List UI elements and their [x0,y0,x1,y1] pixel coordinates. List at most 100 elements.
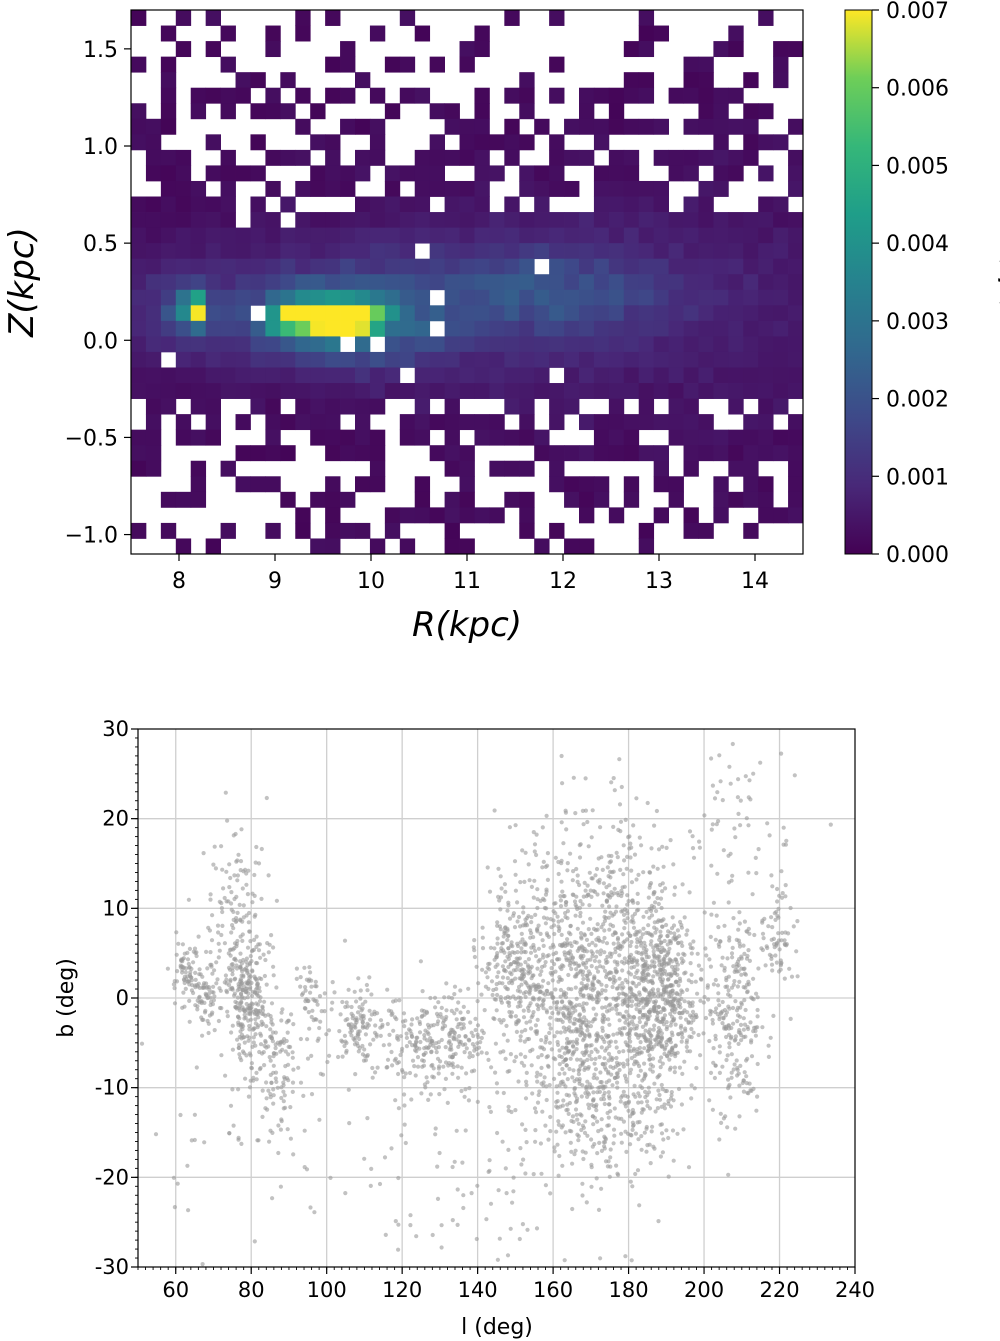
heatmap-cell [384,103,401,120]
scatter-point [561,964,566,969]
scatter-point [508,970,513,975]
scatter-point [679,996,684,1002]
scatter-point [632,1083,637,1088]
scatter-point [735,959,741,964]
scatter-point [421,1058,426,1064]
scatter-point [636,1091,641,1096]
scatter-point [643,1089,648,1094]
heatmap-cell [459,227,475,244]
scatter-point [463,1087,468,1092]
scatter-point [247,960,252,966]
scatter-point [607,970,613,975]
heatmap-cell [220,212,236,228]
scatter-point [774,943,779,948]
scatter-point [717,753,722,758]
scatter-point [214,960,219,965]
heatmap-cell [444,320,460,337]
scatter-point [230,1087,235,1092]
scatter-point [571,869,576,874]
heatmap-cell [519,243,535,260]
scatter-point [584,937,590,943]
scatter-point [575,1117,580,1122]
heatmap-cell [131,429,147,446]
colorbar-tick-label: 0.005 [886,154,949,179]
scatter-point [664,1088,670,1094]
scatter-point [599,1080,604,1085]
scatter-point [516,914,522,920]
scatter-point [200,1262,205,1267]
heatmap-cell [384,258,401,275]
scatter-point [492,997,497,1002]
scatter-point [586,892,591,898]
heatmap-cell [698,445,714,462]
scatter-x-tick-label: 160 [533,1278,573,1302]
scatter-point [271,945,276,950]
heatmap-cell [145,274,162,291]
heatmap-cell [668,212,684,228]
scatter-point [657,976,663,982]
scatter-point [506,1000,512,1005]
heatmap-cell [190,103,207,120]
heatmap-cell [773,320,789,337]
heatmap-cell [340,180,356,197]
heatmap-cell [295,87,311,104]
heatmap-cell [519,351,535,368]
scatter-point [727,938,732,943]
heatmap-cell [160,165,177,182]
scatter-point [229,890,234,895]
scatter-point [419,1091,424,1096]
scatter-point [696,1032,701,1038]
scatter-point [239,981,245,986]
heatmap-cell [444,538,460,555]
scatter-point [538,931,543,937]
heatmap-cell [653,507,669,524]
scatter-point [401,1011,407,1016]
scatter-point [755,1025,760,1030]
heatmap-cell [369,398,386,415]
scatter-point [602,950,607,955]
scatter-point [511,1175,516,1180]
scatter-point [664,845,669,851]
scatter-point [444,981,449,986]
heatmap-cell [444,414,460,431]
scatter-point [623,993,629,998]
scatter-point [551,1056,556,1061]
scatter-point [585,819,590,825]
scatter-point [728,851,733,856]
scatter-point [611,941,616,946]
heatmap-cell [504,134,520,151]
heatmap-cell [145,336,162,353]
scatter-point [730,741,735,747]
scatter-point [615,1071,620,1076]
heatmap-cell [623,274,640,291]
scatter-point [232,993,237,998]
scatter-point [559,1080,564,1085]
scatter-point [573,811,578,816]
scatter-point [428,1092,433,1097]
scatter-point [675,941,681,946]
scatter-point [535,929,540,934]
heatmap-cell [683,367,699,384]
scatter-point [554,1099,559,1105]
heatmap-cell [608,196,625,213]
scatter-point [651,905,657,910]
scatter-point [204,981,209,986]
heatmap-cell [131,212,147,228]
scatter-point [656,1004,662,1009]
scatter-point [738,823,743,828]
scatter-point [457,1034,462,1039]
scatter-point [632,974,637,980]
heatmap-cell [564,118,580,135]
heatmap-cell [773,41,789,58]
scatter-point [634,1007,639,1012]
heatmap-cell [683,305,699,322]
scatter-point [227,947,233,953]
scatter-point [566,1111,571,1116]
scatter-point [630,1111,635,1116]
scatter-point [615,855,620,860]
heatmap-cell [250,196,266,213]
heatmap-cell [355,476,371,493]
heatmap-cell [713,383,729,399]
scatter-point [255,982,260,987]
scatter-point [580,1061,585,1066]
